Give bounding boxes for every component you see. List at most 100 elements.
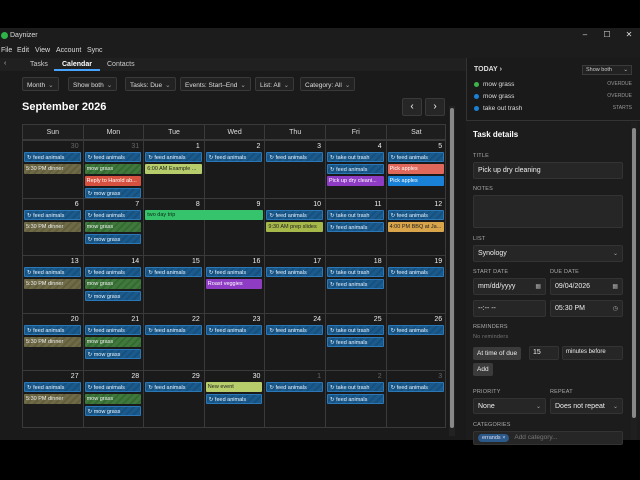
day-cell[interactable]: 31 ↻ feed animals mow grass Reply to Harold… [82,140,144,198]
event-item[interactable]: Pick apples [387,176,445,186]
task-item[interactable]: ↻ feed animals [327,279,384,289]
task-item[interactable]: ↻ feed animals [205,152,263,162]
reminder-unit-select[interactable]: minutes before [562,346,623,360]
event-item[interactable]: 4:00 PM BBQ at Ja... [387,221,445,232]
day-cell[interactable]: 23 ↻ feed animals [203,312,265,370]
day-cell[interactable]: 9 [203,197,265,255]
task-item[interactable]: ↻ feed animals [145,267,202,277]
day-cell[interactable]: 22 ↻ feed animals [143,312,204,370]
task-item[interactable]: ↻ feed animals [266,382,323,392]
task-item[interactable]: ↻ take out trash [327,209,384,220]
day-cell[interactable]: 30 ↻ feed animals 5:30 PM dinner [22,140,83,198]
task-item[interactable]: ↻ feed animals [327,164,384,174]
task-item[interactable]: ↻ feed animals [266,209,323,220]
task-item[interactable]: ↻ take out trash [327,267,384,277]
list-select[interactable]: Synology ⌄ [473,245,623,262]
start-date-input[interactable]: mm/dd/yyyy ▦ [473,278,546,295]
day-cell[interactable]: 29 ↻ feed animals [143,370,204,428]
clock-icon[interactable]: ◷ [612,306,618,312]
list-select[interactable]: List: All ⌄ [255,77,295,91]
event-item[interactable]: 5:30 PM dinner [24,164,81,174]
event-item[interactable]: 6:00 AM Example ... [145,164,202,174]
priority-select[interactable]: None ⌄ [473,398,546,414]
day-cell[interactable]: 14 ↻ feed animals mow grass ↻ mow grass [82,255,144,313]
event-item[interactable]: New event [205,382,263,392]
event-item[interactable]: Reply to Harold ab... [84,176,142,186]
task-item[interactable]: ↻ feed animals [387,267,445,277]
day-cell[interactable]: 13 ↻ feed animals 5:30 PM dinner [22,255,83,313]
tab-calendar[interactable]: Calendar [62,61,92,68]
next-month-button[interactable]: › [425,98,445,116]
event-item[interactable]: 5:30 PM dinner [24,336,81,347]
menu-file[interactable]: File [1,47,13,54]
task-item[interactable]: ↻ feed animals [387,382,445,392]
today-item[interactable]: mow grass OVERDUE [474,81,632,88]
event-item[interactable]: 5:30 PM dinner [24,279,81,289]
day-cell[interactable]: 30 New event ↻ feed animals [203,370,265,428]
tab-tasks[interactable]: Tasks [30,61,48,68]
task-item[interactable]: ↻ feed animals [84,382,142,392]
event-item[interactable]: 9:30 AM prep slides [266,221,323,232]
task-item[interactable]: ↻ feed animals [84,324,142,335]
day-cell[interactable]: 12 ↻ feed animals 4:00 PM BBQ at Ja... [385,197,447,255]
task-item[interactable]: ↻ feed animals [24,324,81,335]
scrollbar-thumb[interactable] [632,128,636,418]
task-item[interactable]: ↻ feed animals [145,382,202,392]
task-item[interactable]: ↻ mow grass [84,188,142,198]
event-item[interactable]: Pick apples [387,164,445,174]
day-cell[interactable]: 1 ↻ feed animals [264,370,325,428]
day-cell[interactable]: 6 ↻ feed animals 5:30 PM dinner [22,197,83,255]
task-item[interactable]: ↻ feed animals [266,267,323,277]
show-select[interactable]: Show both ⌄ [68,77,118,91]
today-show-select[interactable]: Show both ⌄ [582,65,632,75]
event-item[interactable]: two day trip [145,209,264,220]
day-cell[interactable]: 27 ↻ feed animals 5:30 PM dinner [22,370,83,428]
tab-contacts[interactable]: Contacts [107,61,135,68]
task-item[interactable]: ↻ feed animals [327,221,384,232]
day-cell[interactable]: 25 ↻ take out trash ↻ feed animals [325,312,386,370]
day-cell[interactable]: 15 ↻ feed animals [143,255,204,313]
day-cell[interactable]: 3 ↻ feed animals [264,140,325,198]
prev-month-button[interactable]: ‹ [402,98,422,116]
scrollbar-thumb[interactable] [450,108,454,428]
task-item[interactable]: ↻ mow grass [84,406,142,416]
reminder-amount-input[interactable]: 15 [529,346,559,360]
menu-edit[interactable]: Edit [17,47,30,54]
today-item[interactable]: mow grass OVERDUE [474,93,632,100]
task-item[interactable]: ↻ mow grass [84,291,142,301]
menu-account[interactable]: Account [56,47,82,54]
task-item[interactable]: ↻ take out trash [327,382,384,392]
day-cell[interactable]: 11 ↻ take out trash ↻ feed animals [325,197,386,255]
day-cell[interactable]: 10 ↻ feed animals 9:30 AM prep slides [264,197,325,255]
categories-input[interactable]: errands × Add category... [473,431,623,445]
calendar-scrollbar[interactable] [449,106,455,436]
task-item[interactable]: ↻ feed animals [84,209,142,220]
close-icon[interactable]: ✕ [625,30,633,39]
event-item[interactable]: 5:30 PM dinner [24,394,81,404]
day-cell[interactable]: 5 ↻ feed animals Pick apples Pick apples [385,140,447,198]
event-item[interactable]: mow grass [84,164,142,174]
start-time-input[interactable]: --:-- -- [473,300,546,317]
due-time-input[interactable]: 05:30 PM ◷ [550,300,623,317]
event-item[interactable]: Roast veggies [205,279,263,289]
details-scrollbar[interactable] [631,122,637,440]
task-item[interactable]: ↻ feed animals [145,324,202,335]
task-item[interactable]: ↻ mow grass [84,348,142,359]
event-item[interactable]: mow grass [84,279,142,289]
task-item[interactable]: ↻ feed animals [205,394,263,404]
day-cell[interactable]: 24 ↻ feed animals [264,312,325,370]
day-cell[interactable]: 3 ↻ feed animals [385,370,447,428]
task-item[interactable]: ↻ feed animals [24,382,81,392]
chevron-left-icon[interactable]: ‹ [4,60,7,67]
task-item[interactable]: ↻ mow grass [84,233,142,244]
task-item[interactable]: ↻ feed animals [266,324,323,335]
task-item[interactable]: ↻ feed animals [327,394,384,404]
repeat-select[interactable]: Does not repeat ⌄ [550,398,623,414]
at-time-button[interactable]: At time of due [473,347,522,360]
day-cell[interactable]: 18 ↻ take out trash ↻ feed animals [325,255,386,313]
event-item[interactable]: Pick up dry cleani... [327,176,384,186]
minimize-icon[interactable]: – [582,30,588,39]
day-cell[interactable]: 8 two day trip [143,197,264,255]
day-cell[interactable]: 4 ↻ take out trash ↻ feed animals Pick up d… [325,140,386,198]
task-item[interactable]: ↻ feed animals [266,152,323,162]
